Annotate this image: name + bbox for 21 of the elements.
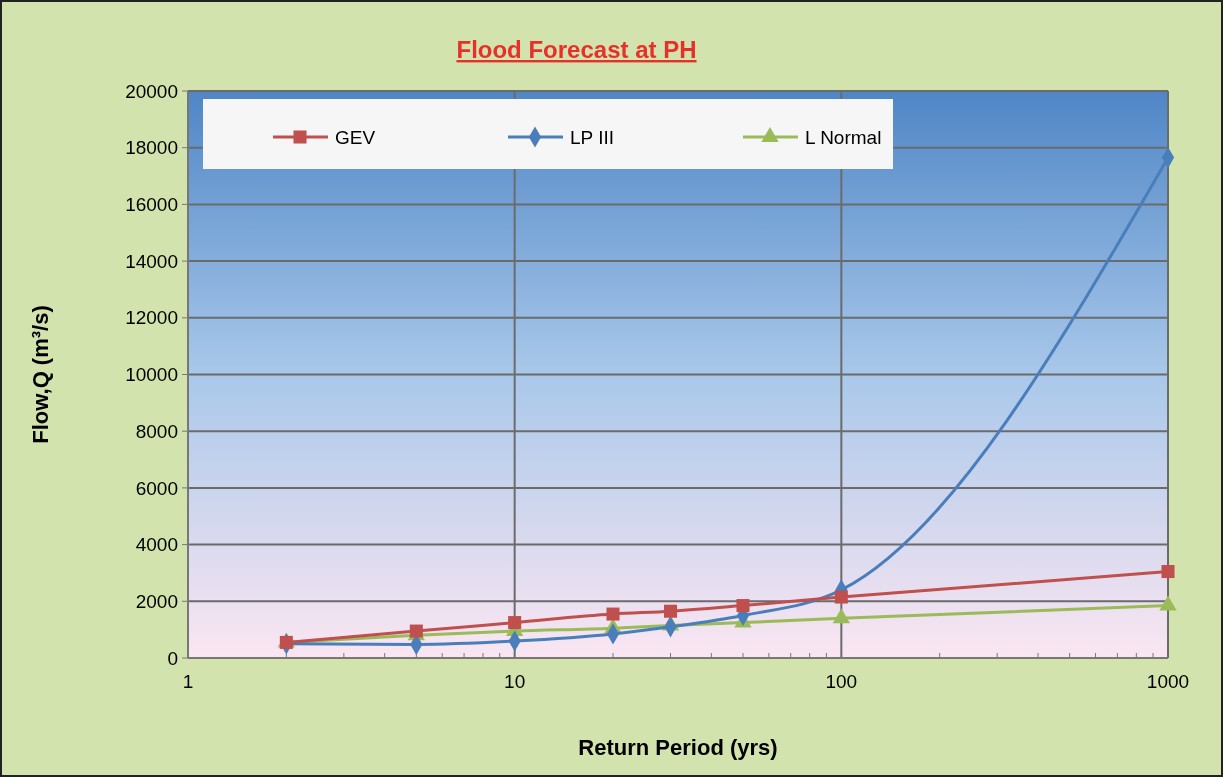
y-tick-label: 4000 bbox=[135, 534, 178, 556]
y-axis-title: Flow,Q (m³/s) bbox=[28, 305, 53, 444]
y-tick-label: 12000 bbox=[125, 307, 178, 329]
legend-label: GEV bbox=[335, 126, 376, 148]
y-tick-label: 6000 bbox=[135, 477, 178, 499]
legend-label: L Normal bbox=[805, 126, 882, 148]
y-tick-label: 8000 bbox=[135, 420, 178, 442]
y-tick-label: 16000 bbox=[125, 194, 178, 216]
x-tick-label: 1000 bbox=[1146, 671, 1190, 692]
y-tick-label: 14000 bbox=[125, 250, 178, 272]
y-tick-label: 20000 bbox=[125, 80, 178, 102]
x-axis-title: Return Period (yrs) bbox=[578, 735, 778, 760]
y-tick-label: 10000 bbox=[125, 364, 178, 386]
chart-title: Flood Forecast at PH bbox=[456, 36, 697, 63]
y-tick-label: 2000 bbox=[135, 590, 178, 612]
legend-label: LP III bbox=[570, 126, 615, 148]
x-tick-label: 10 bbox=[504, 671, 526, 692]
x-tick-label: 1 bbox=[182, 671, 194, 692]
y-tick-label: 0 bbox=[167, 647, 178, 669]
x-tick-label: 100 bbox=[825, 671, 858, 692]
y-tick-label: 18000 bbox=[125, 137, 178, 159]
